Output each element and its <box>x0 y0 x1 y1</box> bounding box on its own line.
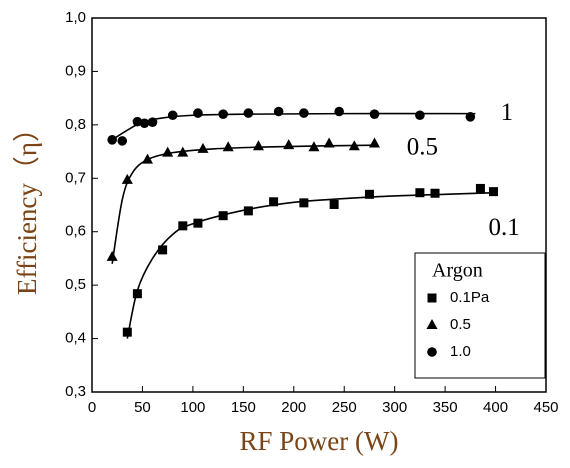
marker-circle <box>369 109 380 119</box>
fit-curve <box>111 144 375 264</box>
x-tick-label: 100 <box>180 399 205 416</box>
marker-square <box>430 188 440 198</box>
y-tick-label: 0,6 <box>65 223 86 240</box>
marker-triangle <box>252 140 264 151</box>
x-tick-label: 150 <box>231 399 256 416</box>
y-tick-label: 0,4 <box>65 330 86 347</box>
marker-circle <box>243 108 254 118</box>
legend-box <box>414 252 546 379</box>
marker-square <box>329 199 339 209</box>
marker-square <box>158 245 168 255</box>
marker-triangle <box>283 139 295 150</box>
marker-square <box>299 198 309 208</box>
marker-circle <box>117 136 128 146</box>
x-tick-label: 200 <box>281 399 306 416</box>
marker-square <box>218 211 228 221</box>
x-tick-label: 0 <box>88 399 96 416</box>
x-tick-label: 50 <box>134 399 151 416</box>
marker-square <box>475 183 485 193</box>
marker-square <box>415 188 425 198</box>
marker-square <box>193 218 203 228</box>
marker-triangle <box>162 146 174 157</box>
x-tick-label: 400 <box>483 399 508 416</box>
annotation: 0.1 <box>488 214 519 241</box>
y-tick-label: 0,5 <box>65 276 86 293</box>
x-axis-title: RF Power (W) <box>240 426 399 456</box>
x-tick-label: 350 <box>433 399 458 416</box>
marker-square <box>489 187 499 197</box>
plot-frame <box>91 17 547 393</box>
marker-circle <box>218 109 228 119</box>
marker-square <box>132 289 142 299</box>
marker-circle <box>465 112 476 122</box>
marker-circle <box>107 135 117 145</box>
fit-curve <box>111 112 476 141</box>
marker-triangle <box>348 140 360 151</box>
marker-triangle <box>197 142 209 153</box>
y-tick-label: 0,3 <box>65 383 86 400</box>
marker-circle <box>147 117 158 127</box>
y-axis-title: Efficiency（η） <box>12 115 42 295</box>
marker-circle <box>193 108 203 118</box>
marker-circle <box>334 106 344 117</box>
marker-circle <box>273 106 284 117</box>
marker-square <box>269 197 279 207</box>
marker-square <box>243 206 253 216</box>
y-tick-label: 0,8 <box>65 116 86 133</box>
marker-square <box>427 293 437 303</box>
x-tick-label: 450 <box>533 399 558 416</box>
y-tick-label: 0,9 <box>65 62 86 79</box>
annotation: 0.5 <box>407 134 438 161</box>
legend-label: 1.0 <box>450 343 471 360</box>
legend-title: Argon <box>432 260 483 282</box>
marker-triangle <box>368 137 380 148</box>
y-tick-label: 1,0 <box>65 9 86 26</box>
marker-triangle <box>106 250 118 261</box>
marker-square <box>122 327 132 337</box>
marker-triangle <box>121 173 133 184</box>
marker-circle <box>167 110 178 121</box>
marker-triangle <box>323 137 335 148</box>
x-tick-label: 250 <box>332 399 357 416</box>
marker-square <box>364 189 374 199</box>
y-tick-label: 0,7 <box>65 169 86 186</box>
marker-triangle <box>222 141 234 152</box>
legend-label: 0.5 <box>450 316 471 333</box>
marker-triangle <box>141 153 153 164</box>
marker-circle <box>415 110 425 121</box>
annotation: 1 <box>501 99 513 126</box>
x-tick-label: 300 <box>382 399 407 416</box>
marker-circle <box>139 118 150 129</box>
legend-label: 0.1Pa <box>450 289 490 306</box>
marker-triangle <box>308 141 320 152</box>
fit-curve <box>126 191 496 339</box>
marker-triangle <box>177 146 189 157</box>
marker-circle <box>299 108 309 118</box>
marker-square <box>178 221 188 231</box>
marker-triangle <box>426 319 438 329</box>
marker-circle <box>427 347 437 357</box>
